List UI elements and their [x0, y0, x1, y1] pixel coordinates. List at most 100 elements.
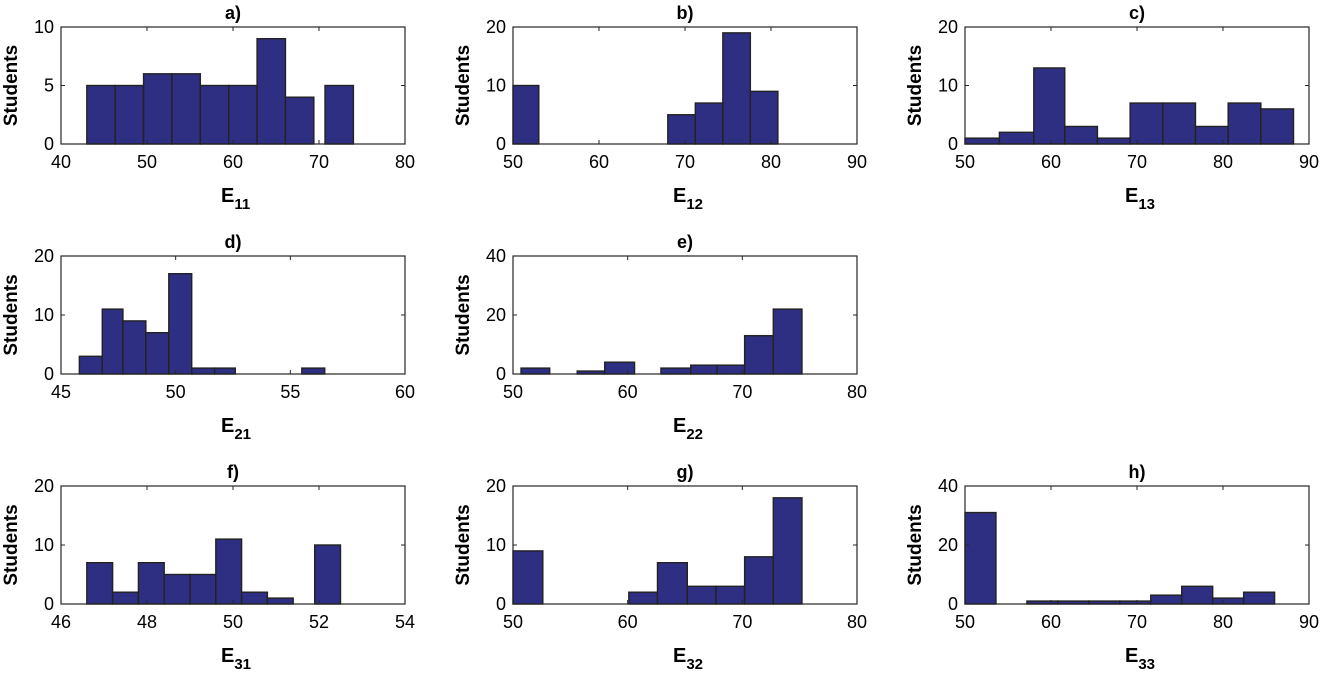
x-tick-label: 90 [1299, 612, 1319, 632]
x-axis-label-main: E [221, 185, 234, 207]
y-tick-label: 20 [486, 305, 506, 325]
histogram-bar [191, 367, 216, 375]
panel-title: b) [677, 3, 694, 23]
panel-h: h) 50 60 70 80 90 0 20 40 Students E33 [905, 462, 1319, 673]
histogram-bar [114, 84, 145, 145]
histogram-bar [656, 562, 688, 605]
panel-title: g) [677, 462, 694, 482]
y-tick-label: 0 [496, 594, 506, 614]
histogram-bar [1162, 102, 1197, 145]
histogram-bar [163, 573, 191, 605]
histogram-bar [111, 591, 140, 605]
y-tick-label: 40 [486, 246, 506, 266]
x-tick-label: 54 [395, 612, 415, 632]
y-tick-label: 0 [948, 134, 958, 154]
x-axis-label-main: E [1125, 185, 1138, 207]
panel-f: f) 46 48 50 52 54 0 10 20 Students E31 [1, 462, 415, 673]
x-tick-label: 80 [1213, 152, 1233, 172]
x-tick-label: 70 [732, 612, 752, 632]
x-tick-label: 50 [503, 612, 523, 632]
x-tick-label: 60 [1041, 612, 1061, 632]
histogram-bar [301, 367, 326, 375]
axes-box [512, 255, 858, 375]
histogram-bar [142, 73, 173, 145]
x-tick-label: 60 [395, 382, 415, 402]
x-axis-label-subscript: 12 [686, 196, 703, 213]
x-tick-label: 50 [955, 152, 975, 172]
histogram-bar [1242, 591, 1276, 605]
y-tick-label: 20 [34, 476, 54, 496]
histogram-bar [137, 562, 165, 605]
histogram-bar [189, 573, 217, 605]
histogram-bar [512, 84, 540, 145]
panel-d: d) 45 50 55 60 0 10 20 Students E21 [1, 232, 415, 443]
x-tick-label: 70 [675, 152, 695, 172]
y-axis-label: Students [905, 504, 926, 585]
histogram-bar [520, 367, 551, 375]
histogram-bar [690, 364, 718, 375]
histogram-bar [964, 511, 997, 605]
histogram-bar [1064, 125, 1099, 145]
x-axis-label-subscript: 33 [1138, 656, 1155, 673]
panel-title: f) [227, 462, 239, 482]
x-axis-label-subscript: 11 [234, 196, 250, 213]
x-tick-label: 70 [1127, 612, 1147, 632]
y-tick-label: 0 [496, 134, 506, 154]
histogram-bar [998, 131, 1035, 145]
y-tick-label: 0 [948, 594, 958, 614]
x-axis-label: E33 [1125, 645, 1155, 673]
x-axis-label-main: E [221, 645, 234, 667]
histogram-bar [240, 591, 269, 605]
panel-e: e) 50 60 70 80 0 20 40 Students E22 [453, 232, 867, 443]
x-tick-label: 45 [51, 382, 71, 402]
histogram-bar [86, 562, 114, 605]
x-tick-label: 80 [761, 152, 781, 172]
x-axis-label-main: E [1125, 645, 1138, 667]
x-tick-label: 55 [280, 382, 300, 402]
histogram-bar [1260, 108, 1295, 145]
x-tick-label: 48 [137, 612, 157, 632]
x-tick-label: 50 [503, 152, 523, 172]
x-axis-label-subscript: 32 [686, 656, 703, 673]
x-tick-label: 46 [51, 612, 71, 632]
y-tick-label: 10 [486, 535, 506, 555]
y-tick-label: 10 [34, 17, 54, 37]
y-axis-label: Students [1, 45, 22, 126]
histogram-bar [722, 32, 752, 145]
histogram-bar [628, 591, 659, 605]
histogram-bar [715, 585, 746, 605]
histogram-bar [86, 84, 116, 145]
x-tick-label: 90 [1299, 152, 1319, 172]
histogram-bar [772, 497, 803, 605]
histogram-bar [694, 102, 724, 145]
histogram-bar [122, 320, 147, 375]
histogram-bar [284, 96, 315, 145]
x-axis-label-subscript: 21 [234, 426, 251, 443]
x-tick-label: 80 [847, 382, 867, 402]
histogram-bar [772, 308, 803, 375]
x-tick-label: 80 [395, 152, 415, 172]
panel-c: c) 50 60 70 80 90 0 10 20 Students E13 [905, 3, 1319, 213]
histogram-bar [215, 538, 243, 605]
y-tick-label: 10 [34, 305, 54, 325]
y-tick-label: 20 [938, 535, 958, 555]
x-axis-label: E31 [221, 645, 251, 673]
x-tick-label: 60 [223, 152, 243, 172]
x-axis-label: E12 [673, 185, 703, 213]
x-tick-label: 40 [51, 152, 71, 172]
x-tick-label: 50 [503, 382, 523, 402]
histogram-bar [604, 361, 636, 375]
x-tick-label: 90 [847, 152, 867, 172]
histogram-bar [1181, 585, 1214, 605]
x-axis-label-main: E [673, 645, 686, 667]
histogram-bar [512, 550, 544, 605]
y-tick-label: 0 [44, 594, 54, 614]
panel-title: h) [1129, 462, 1146, 482]
x-axis-label: E13 [1125, 185, 1155, 213]
histogram-bar [213, 367, 236, 375]
x-tick-label: 60 [1041, 152, 1061, 172]
x-axis-label-subscript: 31 [234, 656, 251, 673]
histogram-bar [1129, 102, 1164, 145]
histogram-bar [1033, 67, 1066, 145]
